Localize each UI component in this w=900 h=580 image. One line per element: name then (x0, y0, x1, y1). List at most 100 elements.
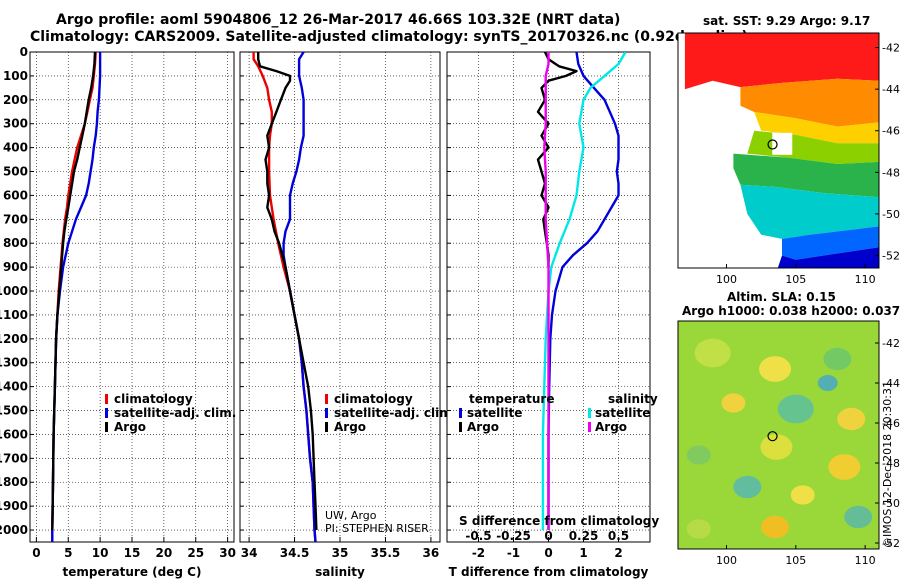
legend-swatch (325, 422, 328, 432)
x-tick-label: -1 (507, 546, 520, 560)
x-tick-label: 36 (423, 546, 440, 560)
lat-tick-label: -48 (882, 166, 900, 179)
legend-swatch (459, 422, 462, 432)
depth-tick-label: 300 (3, 117, 28, 131)
legend-title-temperature: temperature (469, 392, 554, 406)
x-tick-label: 30 (219, 546, 236, 560)
map-frame (677, 320, 880, 550)
sst-band (740, 78, 879, 127)
lat-tick-label: -52 (882, 537, 900, 550)
s-tick-label: 0.25 (569, 529, 599, 543)
sla-anomaly-blob (844, 505, 873, 529)
title-line-1: Argo profile: aoml 5904806_12 26-Mar-201… (56, 12, 621, 28)
depth-tick-label: 700 (3, 212, 28, 226)
lon-tick-label: 105 (785, 554, 806, 567)
lat-tick-label: -42 (882, 337, 900, 350)
lat-tick-label: -50 (882, 208, 900, 221)
x-tick-label: 0 (32, 546, 40, 560)
lat-tick-label: -44 (882, 83, 900, 96)
sla-map: -42 -44 -46 -48 -50 -52 100 105 110 (677, 320, 900, 567)
sla-map-field (678, 321, 879, 549)
lat-tick-label: -42 (882, 42, 900, 55)
map-frame (677, 32, 880, 269)
legend-label: Argo (595, 420, 627, 434)
panel-1: 0100200300400500600700800900100011001200… (0, 45, 236, 579)
lon-tick-label: 105 (785, 273, 806, 286)
sla-anomaly-blob (777, 394, 814, 424)
legend-swatch (459, 408, 462, 418)
depth-tick-label: 1700 (0, 451, 28, 465)
depth-tick-label: 1800 (0, 475, 28, 489)
series-line-satellite-adj-clim- (282, 52, 317, 542)
legend-swatch (105, 422, 108, 432)
sla-anomaly-blob (761, 515, 790, 539)
series-line-argo (257, 52, 318, 531)
legend-label: Argo (114, 420, 146, 434)
legend-label: Argo (334, 420, 366, 434)
depth-tick-label: 1300 (0, 356, 28, 370)
panel-2: 34 34.5 35 35.5 36 salinity climatologysatelli… (239, 51, 456, 579)
legend-label: satellite-adj. clim. (114, 406, 236, 420)
x-tick-label: 0 (544, 546, 552, 560)
series-line-s-satellite (541, 52, 627, 530)
depth-tick-label: 1600 (0, 427, 28, 441)
legend-swatch (325, 408, 328, 418)
lat-tick-label: -48 (882, 457, 900, 470)
series-group (252, 52, 318, 542)
depth-tick-label: 200 (3, 93, 28, 107)
sla-anomaly-blob (721, 393, 746, 413)
sla-anomaly-blob (760, 434, 793, 460)
s-tick-label: -0.5 (465, 529, 491, 543)
x-tick-label: 1 (579, 546, 587, 560)
x-tick-label: -2 (472, 546, 485, 560)
x-tick-label: 34.5 (280, 546, 310, 560)
sst-band (777, 247, 879, 268)
lat-tick-label: -44 (882, 377, 900, 390)
depth-tick-label: 100 (3, 69, 28, 83)
s-tick-label: 0 (544, 529, 552, 543)
depth-tick-label: 0 (20, 45, 28, 59)
lat-tick-label: -46 (882, 125, 900, 138)
depth-tick-label: 900 (3, 260, 28, 274)
sst-band (754, 112, 879, 144)
sst-band (733, 153, 879, 198)
depth-tick-label: 800 (3, 236, 28, 250)
lat-tick-label: -46 (882, 417, 900, 430)
sla-anomaly-blob (733, 475, 762, 499)
depth-tick-label: 1500 (0, 404, 28, 418)
sla-anomaly-blob (759, 356, 792, 382)
series-group (536, 52, 627, 530)
legend-label: satellite (595, 406, 650, 420)
legend-swatch (105, 408, 108, 418)
argo-position-marker (767, 431, 778, 442)
sla-anomaly-blob (837, 407, 866, 431)
sla-anomaly-blob (823, 347, 852, 371)
sst-band (740, 184, 879, 239)
sst-map-title: sat. SST: 9.29 Argo: 9.17 (703, 14, 871, 28)
series-line-s-argo (543, 52, 550, 530)
x-tick-label: 15 (124, 546, 141, 560)
depth-tick-label: 1400 (0, 380, 28, 394)
legend-label: satellite (467, 406, 522, 420)
sla-anomaly-blob (828, 454, 861, 480)
legend-label: climatology (334, 392, 413, 406)
depth-tick-label: 2000 (0, 523, 28, 537)
x-tick-label: 5 (64, 546, 72, 560)
annotation-line-1: UW, Argo (325, 509, 377, 522)
x-tick-label: 2 (614, 546, 622, 560)
sst-map: -42 -44 -46 -48 -50 -52 100 105 110 (677, 32, 900, 286)
depth-tick-label: 400 (3, 141, 28, 155)
depth-tick-label: 1000 (0, 284, 28, 298)
series-group (51, 52, 102, 542)
series-line-argo (51, 52, 97, 531)
sla-anomaly-blob (686, 519, 711, 539)
depth-tick-label: 1100 (0, 308, 28, 322)
lat-tick-label: -52 (882, 250, 900, 263)
sla-map-subtitle: Argo h1000: 0.038 h2000: 0.037 (682, 304, 900, 318)
x-tick-label: 35 (332, 546, 349, 560)
sst-data-gap (772, 132, 793, 155)
lon-tick-label: 100 (716, 273, 737, 286)
lon-tick-label: 110 (855, 273, 876, 286)
legend-label: climatology (114, 392, 193, 406)
s-tick-label: -0.25 (496, 529, 531, 543)
